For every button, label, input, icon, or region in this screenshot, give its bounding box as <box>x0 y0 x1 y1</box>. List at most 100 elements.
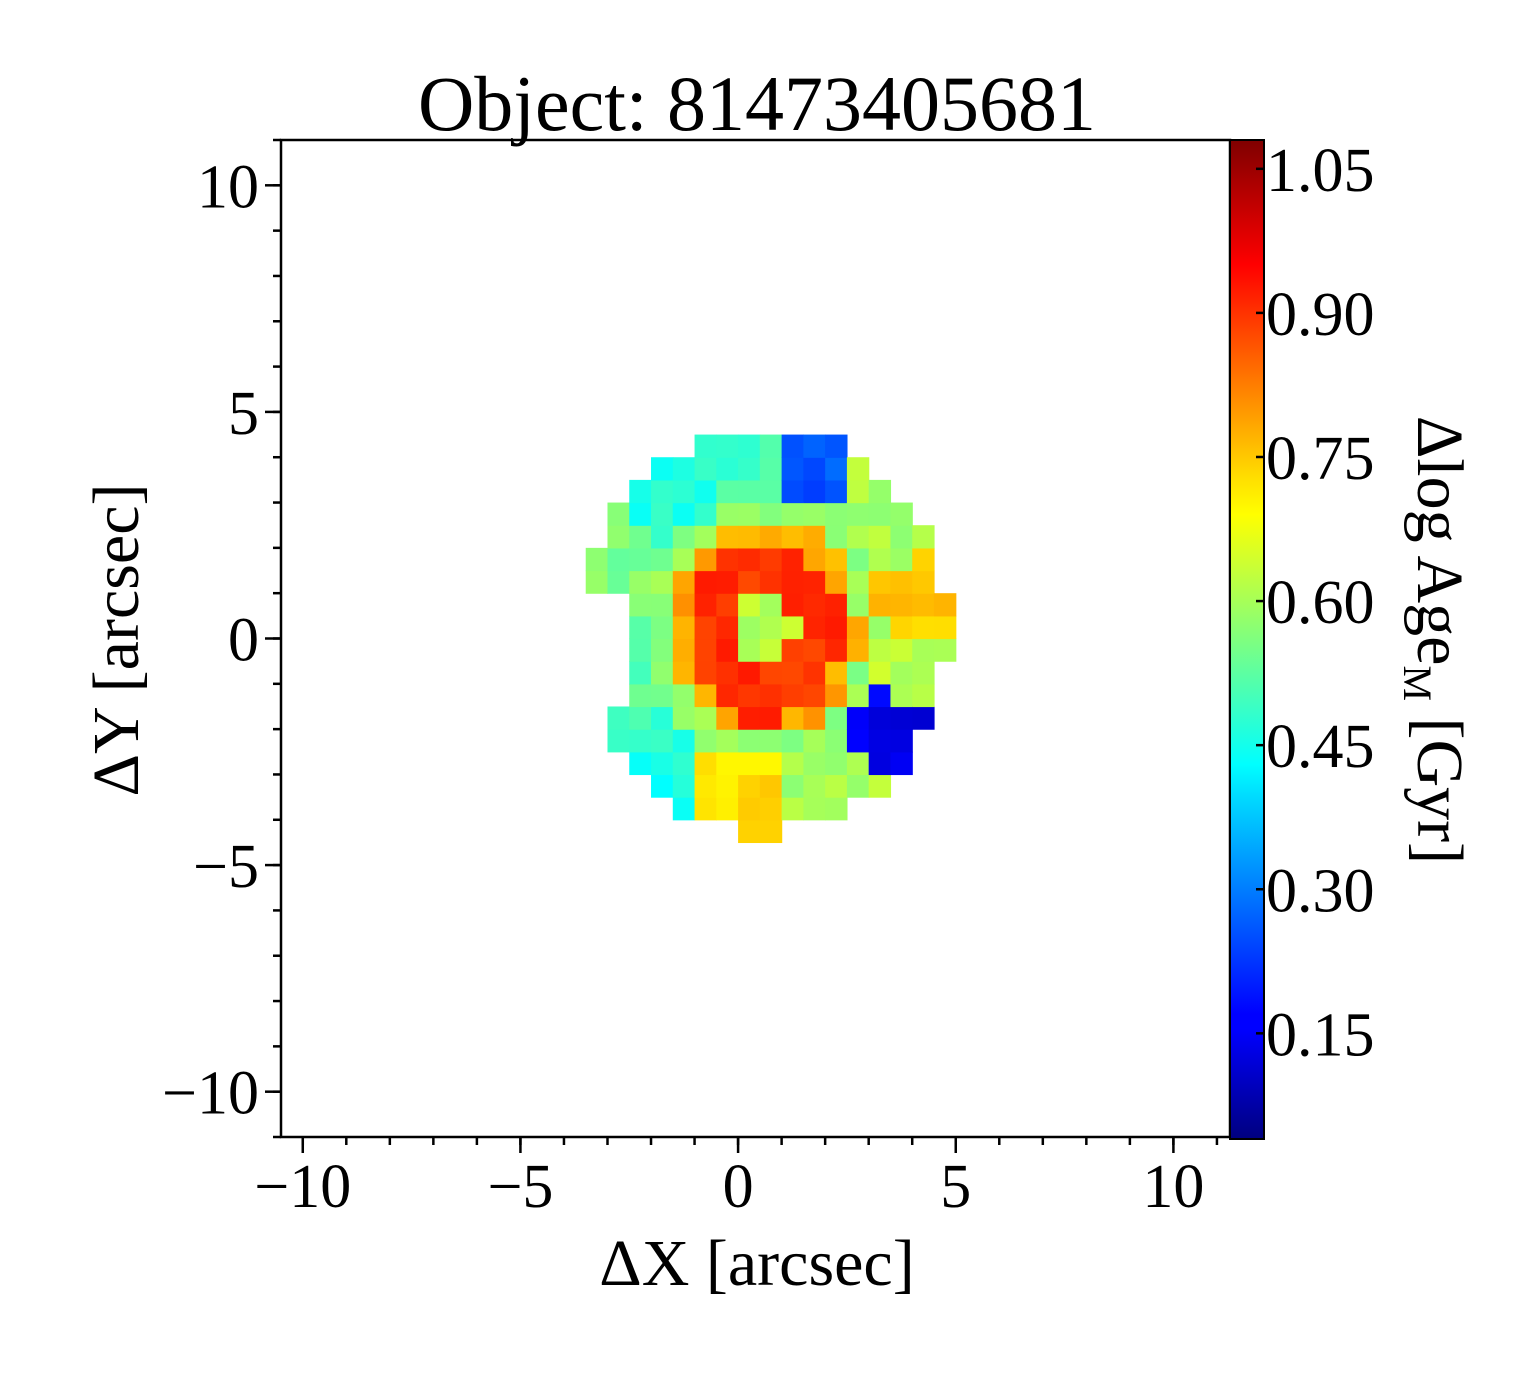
heatmap-cell <box>694 547 717 572</box>
heatmap-cell <box>825 661 848 685</box>
heatmap-cell <box>803 729 826 753</box>
heatmap-cell <box>912 661 935 685</box>
colorbar-tick-label: 0.45 <box>1266 713 1375 781</box>
heatmap-cell <box>672 615 696 640</box>
heatmap-cell <box>846 525 870 549</box>
heatmap-cell <box>694 729 717 753</box>
heatmap-cell <box>672 683 696 708</box>
heatmap-cell <box>694 751 717 776</box>
heatmap-cell <box>933 615 957 640</box>
heatmap-cell <box>651 774 674 798</box>
heatmap-cell <box>912 570 935 594</box>
x-tick-label: 0 <box>723 1153 754 1221</box>
heatmap-cell <box>716 457 739 481</box>
heatmap-cell <box>846 593 870 617</box>
heatmap-cell <box>912 615 935 640</box>
heatmap-cell <box>759 457 783 481</box>
heatmap-cell <box>651 661 674 685</box>
heatmap-cell <box>759 706 783 730</box>
y-axis: 10 5 0 −5 −10 <box>162 138 281 1139</box>
heatmap-cell <box>716 570 739 594</box>
heatmap-cell <box>781 479 804 504</box>
heatmap-cell <box>629 525 652 549</box>
heatmap-cell <box>825 593 848 617</box>
heatmap-cell <box>607 547 630 572</box>
heatmap-cell <box>738 593 761 617</box>
heatmap-cell <box>607 525 630 549</box>
heatmap-cell <box>716 797 739 821</box>
colorbar-tick-label: 0.30 <box>1266 857 1375 925</box>
heatmap-cell <box>651 729 674 753</box>
heatmap-cell <box>825 434 848 458</box>
heatmap-cell <box>868 479 892 504</box>
heatmap-cell <box>803 638 826 662</box>
heatmap-cell <box>759 729 783 753</box>
heatmap-cell <box>716 706 739 730</box>
heatmap-cell <box>803 570 826 594</box>
heatmap-cell <box>890 615 913 640</box>
heatmap-cell <box>803 774 826 798</box>
colorbar-label-unit: [Gyr] <box>1403 701 1476 864</box>
heatmap-cell <box>607 706 630 730</box>
heatmap-cell <box>651 751 674 776</box>
heatmap-cell <box>868 706 892 730</box>
colorbar-tick-label: 0.15 <box>1266 1001 1375 1069</box>
heatmap-cell <box>672 661 696 685</box>
heatmap-cell <box>846 661 870 685</box>
heatmap-cell <box>607 570 630 594</box>
heatmap-cell <box>781 547 804 572</box>
heatmap-cell <box>759 683 783 708</box>
heatmap-cell <box>651 593 674 617</box>
heatmap-cell <box>825 797 848 821</box>
heatmap-cell <box>803 683 826 708</box>
heatmap-cell <box>651 547 674 572</box>
heatmap-cell <box>890 751 913 776</box>
heatmap-cell <box>629 661 652 685</box>
heatmap-cell <box>933 593 957 617</box>
heatmap-cell <box>868 729 892 753</box>
heatmap-cell <box>716 729 739 753</box>
heatmap-cell <box>781 593 804 617</box>
heatmap-cell <box>846 479 870 504</box>
heatmap-cell <box>846 774 870 798</box>
heatmap-cell <box>716 502 739 526</box>
heatmap-cell <box>890 683 913 708</box>
heatmap-cell <box>738 751 761 776</box>
heatmap-cell <box>672 638 696 662</box>
heatmap-cell <box>651 615 674 640</box>
heatmap-cell <box>846 683 870 708</box>
heatmap-cell <box>694 774 717 798</box>
heatmap-cell <box>846 547 870 572</box>
heatmap-cell <box>672 797 696 821</box>
heatmap-cell <box>803 547 826 572</box>
heatmap-cell <box>890 525 913 549</box>
heatmap-cell <box>912 683 935 708</box>
heatmap-cell <box>781 706 804 730</box>
heatmap-cell <box>672 706 696 730</box>
heatmap-cell <box>738 774 761 798</box>
heatmap-cell <box>738 661 761 685</box>
heatmap-cell <box>803 661 826 685</box>
heatmap-cell <box>781 683 804 708</box>
heatmap-cell <box>803 751 826 776</box>
heatmap-cell <box>651 457 674 481</box>
heatmap-cell <box>651 706 674 730</box>
heatmap-cell <box>781 502 804 526</box>
heatmap-cell <box>825 525 848 549</box>
colorbar-tick-label: 0.60 <box>1266 569 1375 637</box>
heatmap-cell <box>672 457 696 481</box>
heatmap-cell <box>738 729 761 753</box>
x-axis-label: ΔX [arcsec] <box>599 1227 914 1300</box>
heatmap-cell <box>759 774 783 798</box>
colorbar-tick-label: 0.90 <box>1266 281 1375 349</box>
heatmap-cell <box>781 774 804 798</box>
heatmap-cell <box>781 525 804 549</box>
heatmap-cell <box>868 661 892 685</box>
y-tick-label: −5 <box>193 833 259 901</box>
heatmap-cell <box>781 661 804 685</box>
heatmap-cell <box>912 593 935 617</box>
heatmap-cell <box>890 570 913 594</box>
colorbar-ticks: 1.05 0.90 0.75 0.60 0.45 0.30 0.15 <box>1256 137 1375 1069</box>
heatmap-cell <box>585 570 609 594</box>
